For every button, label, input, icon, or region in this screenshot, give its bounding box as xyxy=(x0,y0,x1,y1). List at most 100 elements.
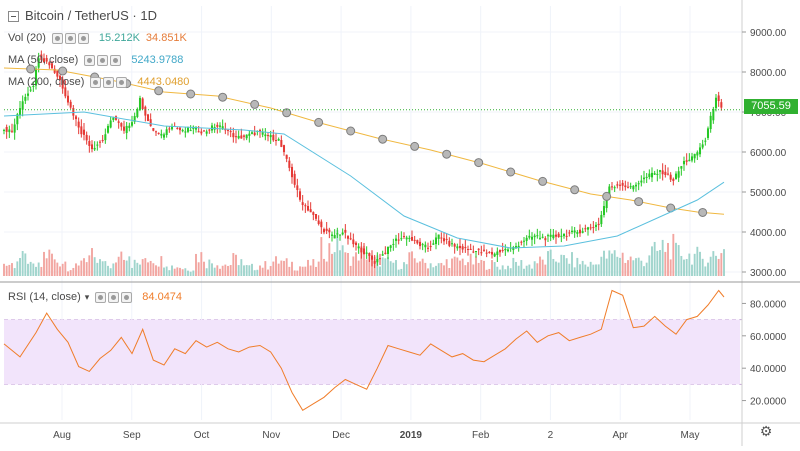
volume-bar xyxy=(339,250,341,276)
volume-bar xyxy=(88,255,91,276)
chart-title: Bitcoin / TetherUS · 1D xyxy=(25,8,157,23)
candle-body xyxy=(642,177,646,180)
volume-bar xyxy=(152,263,155,276)
candle-body xyxy=(677,171,680,178)
gear-icon[interactable]: ⚙ xyxy=(759,423,773,439)
volume-bar xyxy=(317,261,320,276)
volume-bar xyxy=(419,261,421,276)
volume-bar xyxy=(368,254,371,276)
settings-icon[interactable] xyxy=(108,291,120,303)
candle-body xyxy=(386,246,390,255)
ma200-line xyxy=(3,67,725,215)
volume-bar xyxy=(701,258,704,276)
volume-bar xyxy=(13,268,16,276)
candle-body xyxy=(664,171,667,175)
rsi-label: RSI (14, close) xyxy=(8,291,81,303)
eye-icon[interactable] xyxy=(84,54,96,66)
candle-body xyxy=(146,114,150,122)
candle-body xyxy=(581,231,584,233)
candle-body xyxy=(570,230,574,233)
volume-bar xyxy=(37,262,40,276)
ma200-marker xyxy=(218,92,228,102)
volume-bar xyxy=(696,246,699,276)
volume-bar xyxy=(264,261,267,276)
legend-ma50: MA (50, close) 5243.9788 xyxy=(8,53,183,67)
volume-bar xyxy=(243,265,245,276)
ma200-marker xyxy=(282,108,292,118)
volume-bar xyxy=(253,270,256,276)
candle-body xyxy=(34,68,38,86)
candle-body xyxy=(712,108,715,121)
candle-body xyxy=(309,209,312,213)
volume-bar xyxy=(171,265,173,276)
candle-body xyxy=(69,101,72,108)
eye-icon[interactable] xyxy=(95,291,107,303)
chevron-down-icon[interactable]: ▾ xyxy=(84,292,90,302)
candles xyxy=(2,50,723,269)
volume-bar xyxy=(211,263,213,276)
volume-bar xyxy=(597,264,600,276)
price-tick-label: 8000.00 xyxy=(750,68,787,79)
candle-body xyxy=(261,131,264,135)
close-icon[interactable] xyxy=(116,76,128,88)
volume-bar xyxy=(440,262,443,276)
candle-body xyxy=(440,237,443,239)
volume-bar xyxy=(240,259,243,276)
candle-body xyxy=(421,244,424,246)
settings-icon[interactable] xyxy=(97,54,109,66)
vol-buttons xyxy=(51,32,91,44)
volume-bar xyxy=(579,264,581,276)
candle-body xyxy=(40,54,43,60)
candle-body xyxy=(490,251,494,255)
volume-bar xyxy=(112,263,115,276)
settings-icon[interactable] xyxy=(64,32,76,44)
candle-body xyxy=(346,236,350,239)
minus-square-icon[interactable] xyxy=(8,10,19,22)
close-icon[interactable] xyxy=(121,291,133,303)
volume-bar xyxy=(331,253,333,276)
volume-bar xyxy=(123,259,125,276)
candle-body xyxy=(701,144,704,148)
volume-bar xyxy=(453,256,456,276)
volume-bar xyxy=(251,263,253,276)
rsi-value: 84.0474 xyxy=(142,291,183,303)
close-icon[interactable] xyxy=(110,54,122,66)
candle-body xyxy=(648,173,651,178)
rsi-line xyxy=(3,289,725,411)
candle-body xyxy=(5,126,8,132)
candle-body xyxy=(541,236,544,238)
close-icon[interactable] xyxy=(77,32,89,44)
candle-body xyxy=(501,249,504,251)
volume-bar xyxy=(261,267,264,276)
candle-body xyxy=(122,126,126,131)
volume-bar xyxy=(448,267,451,276)
candle-body xyxy=(690,156,694,161)
candle-body xyxy=(202,130,206,132)
volume-bar xyxy=(29,261,32,276)
candle-body xyxy=(592,227,595,229)
volume-bar xyxy=(32,263,35,276)
settings-icon[interactable] xyxy=(103,76,115,88)
candle-body xyxy=(312,212,315,215)
volume-bar xyxy=(429,263,432,276)
volume-bar xyxy=(515,261,517,276)
candle-body xyxy=(378,258,382,260)
volume-bar xyxy=(720,253,723,276)
candle-body xyxy=(672,178,675,181)
ma200-marker xyxy=(154,86,164,96)
candle-body xyxy=(474,251,478,253)
volume-bar xyxy=(581,260,584,276)
eye-icon[interactable] xyxy=(51,32,63,44)
candle-body xyxy=(200,131,203,134)
volume-bar xyxy=(315,266,317,276)
volume-bar xyxy=(363,245,365,276)
candle-body xyxy=(565,235,568,237)
ma200-marker xyxy=(378,134,388,144)
eye-icon[interactable] xyxy=(90,76,102,88)
volume-bar xyxy=(552,258,555,276)
volume-bar xyxy=(115,262,117,276)
time-tick-label: Aug xyxy=(53,430,71,441)
volume-bar xyxy=(40,266,43,276)
price-tick-label: 3000.00 xyxy=(750,268,787,279)
